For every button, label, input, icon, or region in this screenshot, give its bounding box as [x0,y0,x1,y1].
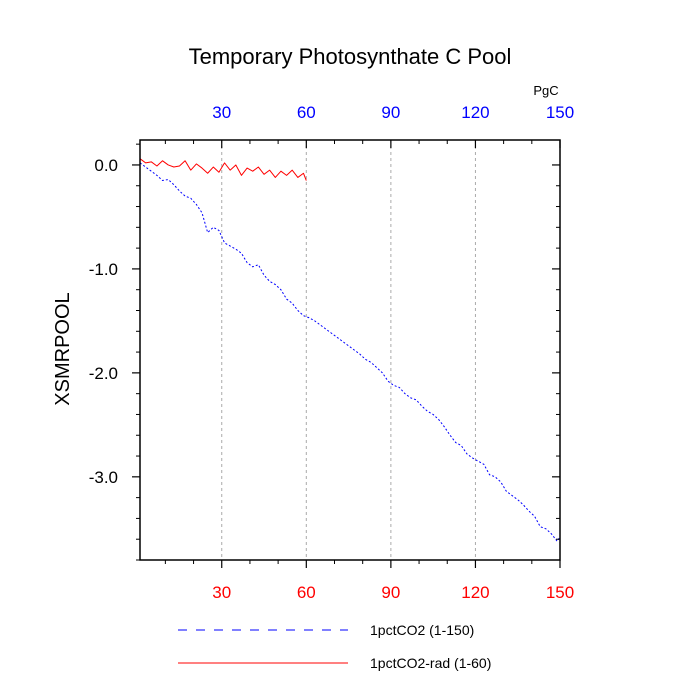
tick-labels: 30 30 60 60 90 90 120 120 150 150 0.0 -1.0 -2.0 -3.0 [89,103,574,602]
x-tick-label-top: 30 [212,103,231,122]
legend-label-2: 1pctCO2-rad (1-60) [370,655,491,671]
y-axis-label: XSMRPOOL [52,292,74,405]
axis-ticks [132,140,561,568]
x-tick-label-top: 90 [381,103,400,122]
y-tick-label: -2.0 [89,364,118,383]
y-tick-label: 0.0 [94,156,118,175]
plot-frame [139,139,561,561]
x-tick-label-top: 150 [546,103,574,122]
grid-lines [221,140,476,560]
y-tick-label: -1.0 [89,260,118,279]
chart-title: Temporary Photosynthate C Pool [189,44,512,69]
x-tick-label-top: 120 [461,103,489,122]
x-tick-label-bottom: 90 [381,583,400,602]
x-tick-label-bottom: 60 [297,583,316,602]
series-layer [139,158,561,542]
legend: 1pctCO2 (1-150) 1pctCO2-rad (1-60) [178,622,491,671]
x-tick-label-bottom: 30 [212,583,231,602]
top-axis-unit: PgC [533,83,558,98]
x-tick-label-bottom: 120 [461,583,489,602]
y-tick-label: -3.0 [89,468,118,487]
x-tick-label-bottom: 150 [546,583,574,602]
series-line-2 [139,158,307,181]
x-tick-label-top: 60 [297,103,316,122]
series-line-1 [139,162,561,542]
legend-label-1: 1pctCO2 (1-150) [370,622,474,638]
